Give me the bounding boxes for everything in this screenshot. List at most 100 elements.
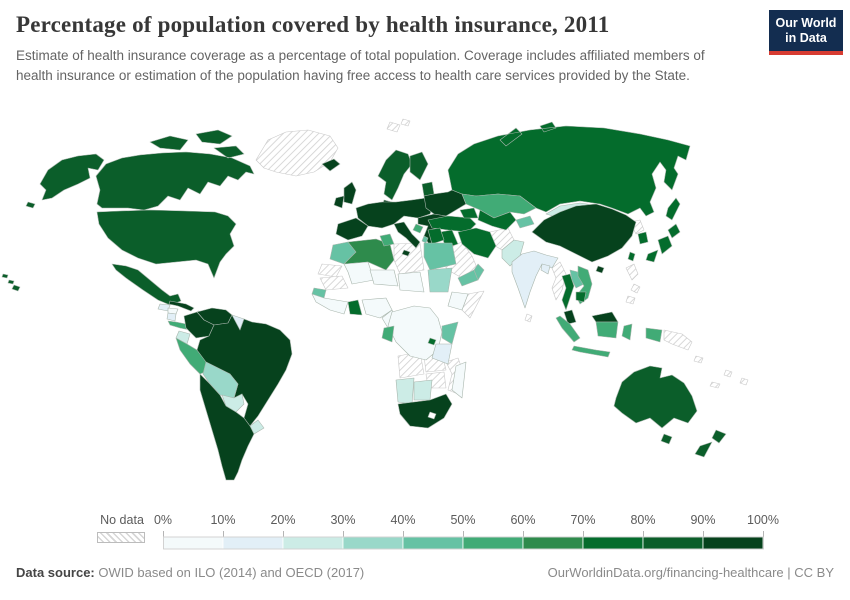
region-kyrgyz-tajik[interactable] bbox=[515, 215, 535, 229]
country-mauritania-nodata[interactable] bbox=[319, 275, 349, 291]
country-libya-nodata[interactable] bbox=[393, 242, 425, 275]
region-levant[interactable] bbox=[427, 227, 445, 245]
region-west-africa-coast[interactable] bbox=[311, 293, 349, 315]
country-lesotho[interactable] bbox=[427, 411, 437, 420]
legend-tick-6: 60% bbox=[510, 513, 536, 527]
country-cuba[interactable] bbox=[168, 300, 195, 312]
country-indonesia[interactable] bbox=[555, 315, 663, 358]
country-russia[interactable] bbox=[447, 121, 691, 221]
legend-tick-7: 70% bbox=[570, 513, 596, 527]
owid-logo[interactable]: Our World in Data bbox=[769, 10, 843, 55]
owid-logo-line2: in Data bbox=[785, 30, 827, 45]
legend-tick-4: 40% bbox=[390, 513, 416, 527]
country-niger[interactable] bbox=[369, 269, 399, 287]
country-tanzania[interactable] bbox=[431, 343, 453, 365]
country-gabon[interactable] bbox=[381, 325, 395, 343]
country-mali[interactable] bbox=[343, 261, 375, 285]
legend-bin-80-90[interactable] bbox=[642, 536, 704, 550]
country-china[interactable] bbox=[531, 203, 637, 274]
region-central-asia[interactable] bbox=[477, 209, 517, 231]
country-india[interactable] bbox=[511, 250, 559, 309]
country-kenya[interactable] bbox=[441, 321, 459, 345]
region-iberia[interactable] bbox=[335, 217, 369, 241]
country-ireland[interactable] bbox=[333, 195, 345, 209]
country-sri-lanka-nodata[interactable] bbox=[524, 313, 533, 323]
legend-tick-1: 10% bbox=[210, 513, 236, 527]
legend-bin-50-60[interactable] bbox=[462, 536, 524, 550]
page-title: Percentage of population covered by heal… bbox=[16, 12, 610, 37]
country-svalbard-nodata[interactable] bbox=[386, 118, 411, 133]
choropleth-svg bbox=[1, 118, 749, 481]
country-namibia[interactable] bbox=[395, 377, 415, 405]
country-myanmar-nodata[interactable] bbox=[551, 261, 567, 301]
country-japan[interactable] bbox=[645, 223, 681, 263]
country-south-korea[interactable] bbox=[637, 231, 649, 245]
country-iran[interactable] bbox=[457, 227, 497, 259]
country-iceland[interactable] bbox=[321, 158, 341, 172]
legend-color-bar bbox=[163, 531, 764, 550]
country-finland[interactable] bbox=[409, 151, 429, 181]
country-egypt[interactable] bbox=[423, 242, 457, 271]
legend-bin-20-30[interactable] bbox=[282, 536, 344, 550]
country-sudan[interactable] bbox=[427, 267, 453, 293]
data-source-text: OWID based on ILO (2014) and OECD (2017) bbox=[94, 565, 365, 580]
country-mexico[interactable] bbox=[111, 263, 182, 306]
country-botswana[interactable] bbox=[413, 379, 433, 401]
legend-bin-60-70[interactable] bbox=[522, 536, 584, 550]
pacific-islands-nodata[interactable] bbox=[693, 355, 749, 389]
country-tunisia[interactable] bbox=[379, 233, 395, 247]
country-hawaii[interactable] bbox=[1, 273, 21, 292]
country-usa[interactable] bbox=[96, 209, 237, 279]
country-thailand[interactable] bbox=[561, 273, 575, 311]
legend-scale: 0% 10% 20% 30% 40% 50% 60% 70% 80% 90% 1… bbox=[154, 509, 779, 553]
region-europe-west[interactable] bbox=[355, 197, 435, 229]
region-caucasus[interactable] bbox=[459, 207, 479, 219]
country-south-africa[interactable] bbox=[397, 393, 453, 429]
country-baltics[interactable] bbox=[421, 181, 435, 197]
legend-bin-30-40[interactable] bbox=[342, 536, 404, 550]
country-argentina-chile[interactable] bbox=[199, 373, 255, 481]
country-ghana[interactable] bbox=[347, 299, 363, 316]
legend-tick-3: 30% bbox=[330, 513, 356, 527]
owid-url-link[interactable]: OurWorldinData.org/financing-healthcare … bbox=[547, 565, 834, 580]
country-australia[interactable] bbox=[613, 365, 698, 445]
country-western-sahara-nodata[interactable] bbox=[317, 263, 343, 278]
country-uk[interactable] bbox=[343, 181, 357, 205]
country-ethiopia[interactable] bbox=[447, 291, 469, 311]
country-italy[interactable] bbox=[393, 221, 421, 257]
country-norway-sweden[interactable] bbox=[377, 149, 413, 201]
no-data-label: No data bbox=[100, 513, 144, 527]
legend-tick-8: 80% bbox=[630, 513, 656, 527]
legend-bin-40-50[interactable] bbox=[402, 536, 464, 550]
country-papua-new-guinea-nodata[interactable] bbox=[663, 329, 693, 351]
country-laos[interactable] bbox=[569, 269, 585, 289]
country-canada[interactable] bbox=[95, 129, 255, 211]
legend-bin-70-80[interactable] bbox=[582, 536, 644, 550]
map-legend: No data 0% 10% 20% 30% 40% 50% 60% 70% 8… bbox=[0, 509, 850, 557]
country-taiwan[interactable] bbox=[627, 251, 636, 262]
region-rwanda-burundi[interactable] bbox=[427, 337, 437, 346]
data-source-note: Data source: OWID based on ILO (2014) an… bbox=[16, 565, 364, 580]
country-alaska[interactable] bbox=[25, 153, 105, 209]
country-bosnia[interactable] bbox=[412, 223, 424, 234]
country-chad[interactable] bbox=[397, 271, 425, 293]
legend-tick-10: 100% bbox=[747, 513, 779, 527]
country-nicaragua[interactable] bbox=[166, 312, 177, 322]
legend-bin-0-10[interactable] bbox=[163, 536, 224, 550]
legend-no-data[interactable]: No data bbox=[97, 513, 147, 543]
country-new-zealand[interactable] bbox=[694, 429, 727, 458]
chart-subtitle: Estimate of health insurance coverage as… bbox=[16, 48, 705, 83]
country-bangladesh[interactable] bbox=[540, 263, 551, 275]
country-greenland-nodata[interactable] bbox=[255, 129, 339, 177]
country-kazakhstan[interactable] bbox=[461, 193, 537, 219]
legend-tick-5: 50% bbox=[450, 513, 476, 527]
country-philippines-nodata[interactable] bbox=[625, 263, 641, 305]
country-nigeria[interactable] bbox=[361, 297, 393, 319]
no-data-swatch[interactable] bbox=[97, 532, 145, 543]
country-madagascar[interactable] bbox=[451, 361, 467, 399]
legend-bin-10-20[interactable] bbox=[222, 536, 284, 550]
country-cambodia[interactable] bbox=[575, 291, 587, 303]
legend-bin-90-100[interactable] bbox=[702, 536, 764, 550]
country-oman[interactable] bbox=[473, 263, 485, 281]
chart-header: Percentage of population covered by heal… bbox=[16, 12, 726, 85]
